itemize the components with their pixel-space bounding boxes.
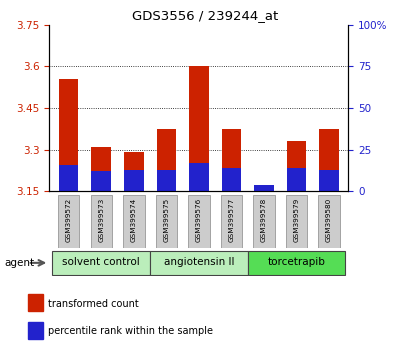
Text: torcetrapib: torcetrapib: [267, 257, 325, 267]
FancyBboxPatch shape: [285, 195, 306, 248]
Bar: [221, 168, 240, 191]
Text: GSM399576: GSM399576: [196, 198, 201, 242]
Text: GSM399573: GSM399573: [98, 198, 104, 242]
FancyBboxPatch shape: [317, 195, 339, 248]
FancyBboxPatch shape: [123, 195, 144, 248]
FancyBboxPatch shape: [58, 195, 79, 248]
Text: GSM399572: GSM399572: [65, 198, 72, 242]
FancyBboxPatch shape: [155, 195, 177, 248]
Bar: [28, 322, 43, 339]
Bar: [221, 129, 240, 191]
FancyBboxPatch shape: [150, 251, 247, 275]
FancyBboxPatch shape: [52, 251, 150, 275]
Text: GDS3556 / 239244_at: GDS3556 / 239244_at: [132, 9, 277, 22]
Text: GSM399577: GSM399577: [228, 198, 234, 242]
FancyBboxPatch shape: [247, 251, 344, 275]
Text: angiotensin II: angiotensin II: [163, 257, 234, 267]
Bar: [254, 188, 273, 191]
Bar: [254, 185, 273, 191]
Bar: [319, 129, 338, 191]
Bar: [59, 165, 78, 191]
Text: GSM399575: GSM399575: [163, 198, 169, 242]
FancyBboxPatch shape: [220, 195, 242, 248]
Text: GSM399574: GSM399574: [130, 198, 137, 242]
Bar: [319, 170, 338, 191]
FancyBboxPatch shape: [90, 195, 112, 248]
Text: solvent control: solvent control: [62, 257, 140, 267]
FancyBboxPatch shape: [253, 195, 274, 248]
Text: agent: agent: [4, 258, 34, 268]
Bar: [124, 152, 143, 191]
Bar: [91, 171, 111, 191]
Bar: [28, 295, 43, 312]
Bar: [124, 170, 143, 191]
Text: GSM399580: GSM399580: [325, 198, 331, 242]
Text: GSM399578: GSM399578: [260, 198, 266, 242]
Bar: [286, 141, 306, 191]
Bar: [156, 170, 175, 191]
Bar: [59, 79, 78, 191]
Text: percentile rank within the sample: percentile rank within the sample: [48, 326, 213, 336]
Text: GSM399579: GSM399579: [293, 198, 299, 242]
Bar: [156, 129, 175, 191]
Bar: [189, 163, 208, 191]
Text: transformed count: transformed count: [48, 298, 139, 309]
Bar: [189, 67, 208, 191]
Bar: [91, 147, 111, 191]
FancyBboxPatch shape: [188, 195, 209, 248]
Bar: [286, 168, 306, 191]
